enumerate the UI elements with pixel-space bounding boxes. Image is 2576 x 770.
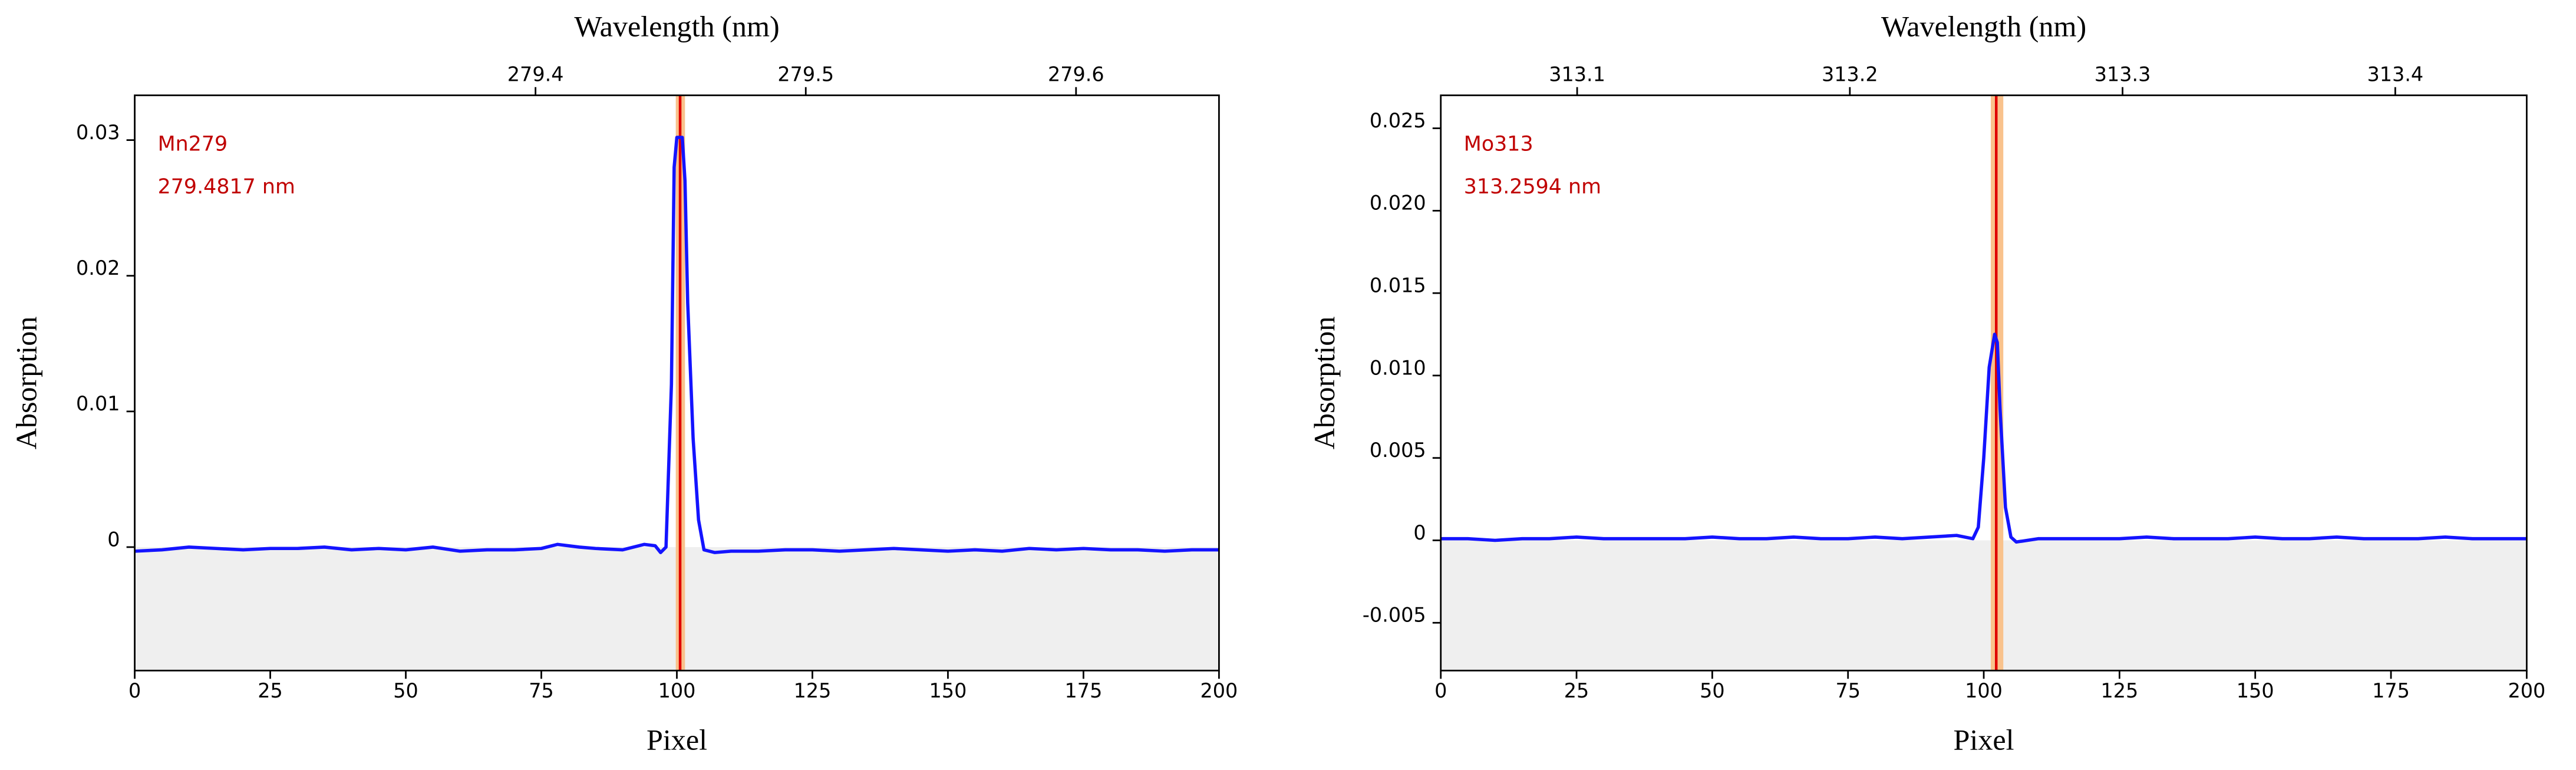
- x-tick-label: 150: [2237, 679, 2274, 702]
- x-tick-label: 75: [529, 679, 554, 702]
- data-line: [1440, 333, 2527, 544]
- x2-axis-title: Wavelength (nm): [1881, 10, 2086, 43]
- annotation: 279.4817 nm: [158, 175, 295, 199]
- x-tick-label: 75: [1835, 679, 1861, 702]
- x-tick-label: 125: [2100, 679, 2138, 702]
- y-tick-label: 0.005: [1370, 439, 1426, 462]
- x-tick-label: 0: [1434, 679, 1447, 702]
- x-tick-label: 100: [1965, 679, 2003, 702]
- chart: 0 25 50 75 100 125 150 175 200 279.4 279.5 279.6 0 0.…: [10, 10, 1238, 756]
- y-tick-label: 0: [1413, 521, 1426, 544]
- x-tick-label: 50: [1700, 679, 1725, 702]
- x-tick-label: 175: [2372, 679, 2410, 702]
- x-tick-label: 25: [1564, 679, 1589, 702]
- y-tick-label: 0.015: [1370, 274, 1426, 297]
- y-tick-label: 0.020: [1370, 192, 1426, 215]
- x-tick-label: 50: [393, 679, 418, 702]
- x-tick-label: 200: [2508, 679, 2545, 702]
- x-tick-label: 25: [258, 679, 283, 702]
- x2-tick-label: 313.3: [2095, 63, 2151, 86]
- y-axis-title: Absorption: [10, 317, 43, 450]
- x-axis-title: Pixel: [1954, 723, 2014, 756]
- data-line: [134, 136, 1219, 554]
- x-tick-label: 125: [794, 679, 832, 702]
- y-tick-label: 0: [107, 528, 120, 551]
- x-tick-label: 0: [128, 679, 141, 702]
- x2-tick-label: 279.6: [1048, 63, 1104, 86]
- x2-tick-label: 313.2: [1822, 63, 1878, 86]
- y-tick-label: -0.005: [1363, 604, 1426, 627]
- x2-tick-label: 313.1: [1549, 63, 1605, 86]
- y-tick-label: 0.010: [1370, 356, 1426, 379]
- y-tick-label: 0.02: [76, 256, 120, 279]
- x-tick-label: 175: [1065, 679, 1103, 702]
- x-tick-label: 100: [658, 679, 696, 702]
- x2-tick-label: 279.5: [777, 63, 834, 86]
- x2-tick-label: 313.4: [2367, 63, 2423, 86]
- annotation: Mn279: [158, 132, 228, 156]
- x2-axis-title: Wavelength (nm): [574, 10, 779, 43]
- x-tick-label: 150: [929, 679, 967, 702]
- y-tick-label: 0.025: [1370, 109, 1426, 132]
- x-tick-label: 200: [1200, 679, 1238, 702]
- x2-tick-label: 279.4: [507, 63, 564, 86]
- annotation: 313.2594 nm: [1464, 175, 1601, 199]
- annotation: Mo313: [1464, 132, 1533, 156]
- chart: 0 25 50 75 100 125 150 175 200 313.1 313.2 313.3 313…: [1308, 10, 2545, 756]
- y-tick-label: 0.01: [76, 392, 120, 415]
- negative-region: [1440, 540, 2527, 671]
- y-axis-title: Absorption: [1308, 317, 1341, 450]
- y-tick-label: 0.03: [76, 121, 120, 144]
- x-axis-title: Pixel: [647, 723, 707, 756]
